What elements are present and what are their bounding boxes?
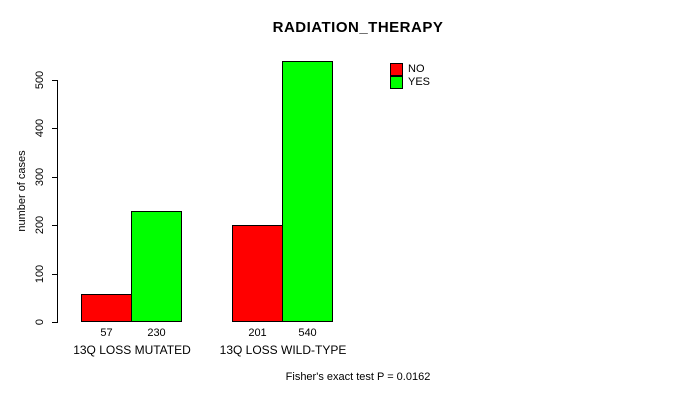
y-axis-tick: [52, 177, 58, 178]
y-tick-label: 200: [34, 215, 46, 235]
annotation-text: Fisher's exact test P = 0.0162: [285, 371, 431, 383]
legend-label-no: NO: [408, 63, 425, 75]
legend-swatch-yes: [390, 76, 403, 89]
bar-value-label: 201: [248, 327, 267, 339]
x-category-label: 13Q LOSS MUTATED: [73, 343, 191, 357]
y-tick-label: 0: [34, 318, 46, 326]
y-axis-tick: [52, 80, 58, 81]
bar-yes-group1: [131, 211, 182, 322]
y-axis-tick: [52, 322, 58, 323]
bar-value-label: 57: [100, 327, 113, 339]
bar-no-group1: [81, 294, 132, 322]
y-tick-label: 500: [34, 70, 46, 90]
bar-yes-group2: [282, 61, 333, 322]
legend-label-yes: YES: [408, 76, 431, 88]
x-category-label: 13Q LOSS WILD-TYPE: [219, 343, 347, 357]
chart-title: RADIATION_THERAPY: [272, 19, 444, 36]
legend-item-yes: YES: [390, 76, 430, 89]
legend-item-no: NO: [390, 63, 430, 76]
y-axis-line: [57, 80, 58, 323]
y-axis-label: number of cases: [16, 150, 28, 232]
legend-swatch-no: [390, 63, 403, 76]
bar-no-group2: [232, 225, 283, 322]
y-tick-label: 100: [34, 264, 46, 284]
legend: NO YES: [390, 63, 430, 89]
y-tick-label: 400: [34, 118, 46, 138]
y-axis-tick: [52, 225, 58, 226]
y-tick-label: 300: [34, 167, 46, 187]
y-axis-tick: [52, 274, 58, 275]
bar-value-label: 230: [147, 327, 166, 339]
bar-value-label: 540: [298, 327, 317, 339]
y-axis-tick: [52, 128, 58, 129]
